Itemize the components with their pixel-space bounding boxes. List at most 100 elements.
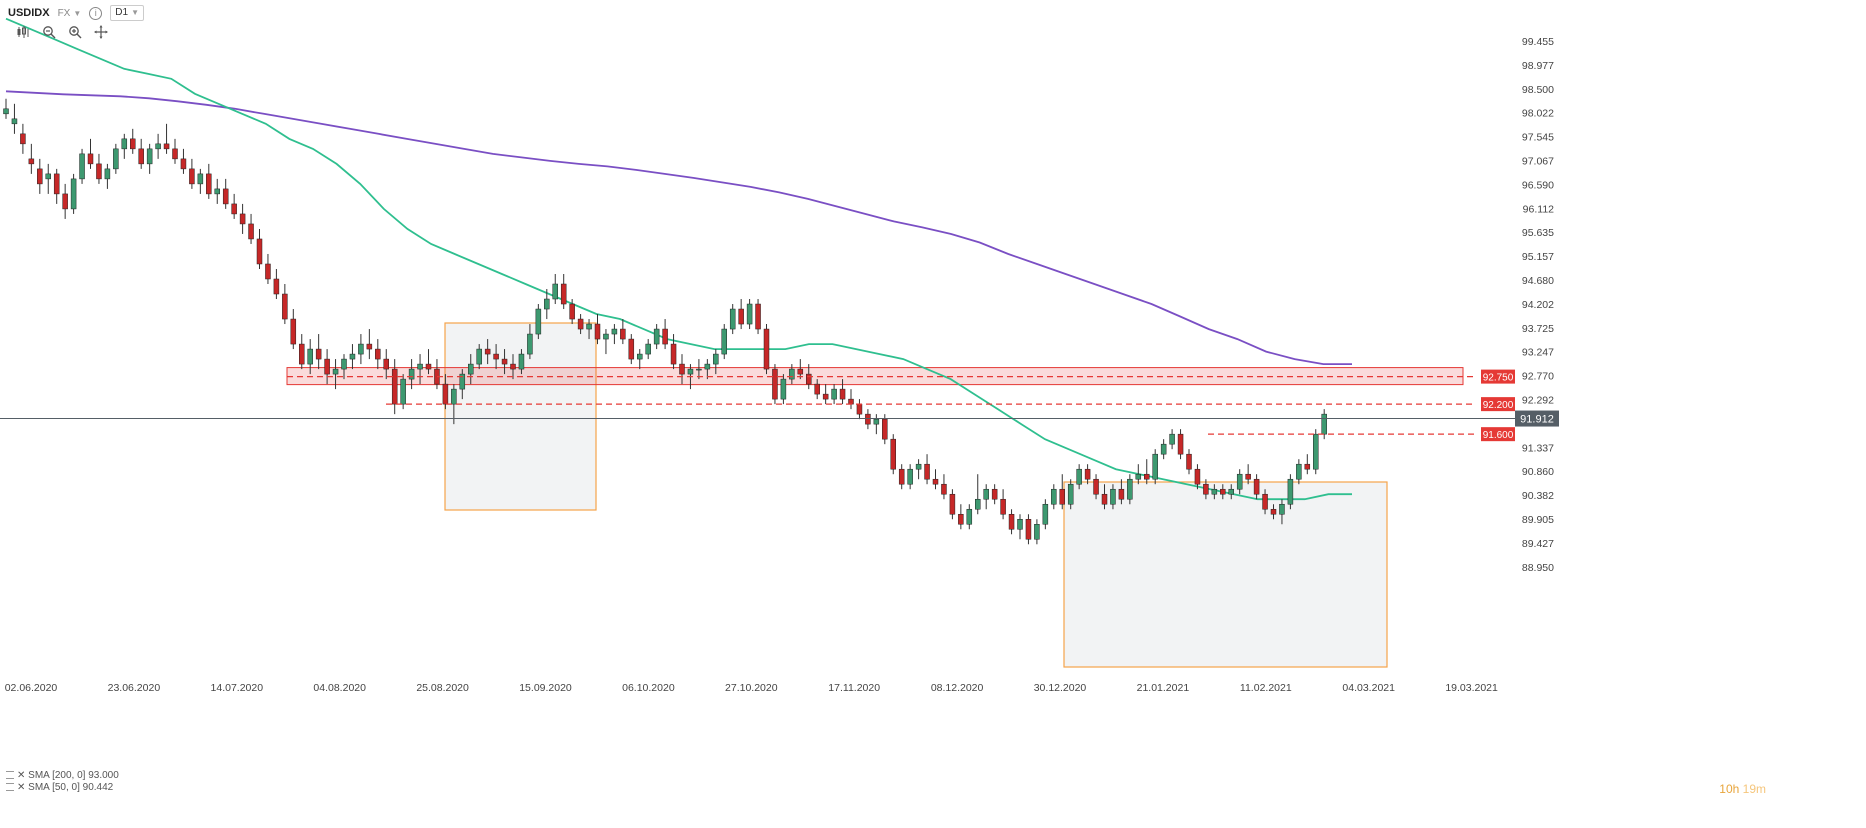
candle-body [1296, 463, 1302, 480]
candle-body [1127, 478, 1133, 500]
y-tick-label: 89.905 [1522, 514, 1554, 526]
candle-body [738, 308, 744, 325]
candle-body [45, 173, 51, 180]
candle-body [442, 383, 449, 405]
candle-body [1313, 433, 1319, 470]
candle-body [848, 398, 854, 405]
candle-body [594, 323, 601, 340]
candle-body [1076, 468, 1082, 485]
candle-body [721, 328, 727, 355]
y-tick-label: 95.157 [1522, 251, 1554, 263]
candle-body [1042, 503, 1049, 525]
candle-body [206, 173, 212, 195]
x-tick-label: 04.03.2021 [1342, 682, 1395, 694]
y-tick-label: 98.022 [1522, 108, 1554, 120]
candle-body [1084, 468, 1091, 480]
candle-body [1160, 443, 1167, 455]
candle-body [1093, 478, 1099, 495]
crosshair-icon[interactable] [92, 24, 110, 40]
y-tick-label: 90.860 [1522, 466, 1554, 478]
timeframe-select[interactable]: D1 ▼ [110, 5, 144, 21]
chevron-down-icon: ▼ [73, 8, 82, 18]
candle-body [104, 168, 111, 180]
y-tick-label: 92.292 [1522, 395, 1554, 407]
y-tick-label: 91.337 [1522, 442, 1554, 454]
market-label[interactable]: FX ▼ [58, 8, 82, 19]
candle-body [163, 143, 170, 150]
candles-icon[interactable] [14, 24, 32, 40]
candle-body [408, 368, 415, 380]
y-tick-label: 97.545 [1522, 132, 1554, 144]
x-tick-label: 30.12.2020 [1034, 682, 1087, 694]
candle-body [620, 328, 626, 340]
info-icon[interactable]: i [89, 6, 103, 20]
candle-body [248, 223, 254, 240]
candle-body [265, 263, 271, 280]
chart-toolbar [14, 24, 110, 40]
candle-body [79, 153, 85, 180]
candle-body [611, 328, 618, 335]
candle-body [290, 318, 297, 345]
candle-body [687, 368, 694, 375]
candle-body [983, 488, 989, 500]
candle-body [763, 328, 770, 370]
candle-body [70, 178, 77, 210]
candle-body [603, 333, 609, 340]
candle-body [1169, 433, 1175, 445]
x-tick-label: 25.08.2020 [416, 682, 469, 694]
candle-body [400, 378, 406, 405]
level-label: 92.750 [1483, 373, 1514, 384]
candle-body [831, 388, 837, 400]
candle-body [679, 363, 685, 375]
candle-body [839, 388, 846, 400]
candle-body [1220, 488, 1226, 495]
list-icon [6, 771, 14, 780]
candle-body [315, 348, 322, 360]
list-icon [6, 783, 14, 792]
candle-body [822, 393, 829, 400]
candle-body [772, 368, 778, 400]
candle-body [501, 358, 508, 365]
y-tick-label: 96.112 [1523, 203, 1554, 215]
y-tick-label: 90.382 [1522, 490, 1554, 502]
candle-body [518, 353, 525, 370]
candle-body [882, 418, 888, 440]
candle-body [37, 168, 43, 185]
candle-body [1287, 478, 1294, 505]
candle-body [11, 118, 18, 125]
candle-body [20, 133, 26, 145]
candle-body [780, 378, 787, 400]
annotation-box [1063, 481, 1388, 668]
candle-body [1067, 483, 1074, 505]
candle-body [789, 368, 795, 380]
candle-body [1000, 498, 1006, 515]
symbol-label[interactable]: USDIDX [8, 7, 50, 19]
candle-body [425, 363, 432, 370]
candle-body [189, 168, 195, 185]
candle-body [1186, 453, 1192, 470]
candle-body [417, 363, 423, 370]
zoom-in-icon[interactable] [66, 24, 84, 40]
candle-body [146, 148, 153, 165]
candle-body [231, 203, 237, 215]
candle-body [1321, 413, 1327, 435]
legend-item-sma50[interactable]: ✕ SMA [50, 0] 90.442 [6, 782, 119, 794]
candle-body [1110, 488, 1116, 505]
candle-body [975, 498, 981, 510]
candle-body [383, 358, 389, 370]
legend-item-sma200[interactable]: ✕ SMA [200, 0] 93.000 [6, 770, 119, 782]
candle-body [459, 373, 466, 390]
y-tick-label: 96.590 [1522, 179, 1554, 191]
candle-body [991, 488, 998, 500]
x-tick-label: 21.01.2021 [1137, 682, 1190, 694]
x-tick-label: 11.02.2021 [1240, 682, 1292, 694]
legend-label: SMA [200, 0] 93.000 [28, 770, 119, 781]
candle-body [535, 308, 542, 335]
candle-body [62, 193, 68, 210]
zoom-out-icon[interactable] [40, 24, 58, 40]
candle-body [3, 108, 9, 115]
level-label: 92.200 [1483, 400, 1514, 411]
market-text: FX [57, 7, 71, 19]
level-label: 91.600 [1483, 430, 1514, 441]
